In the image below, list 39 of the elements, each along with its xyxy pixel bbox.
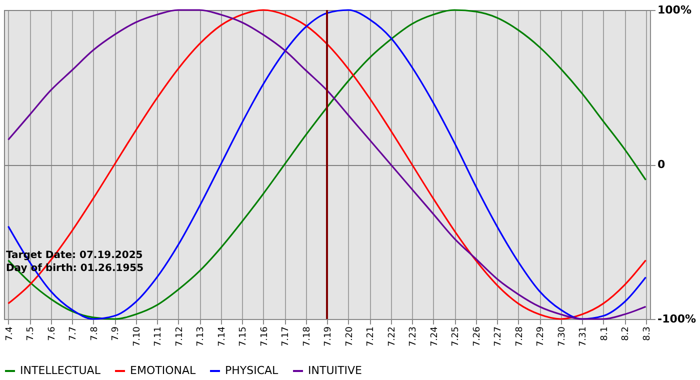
x-tick-label: 7.20	[344, 326, 355, 347]
x-tick-label: 7.18	[302, 326, 312, 347]
x-tick-label: 7.30	[557, 326, 568, 347]
x-tick-label: 7.7	[68, 326, 78, 341]
legend-label: EMOTIONAL	[130, 364, 196, 377]
y-tick-label: -100%	[658, 312, 696, 326]
x-tick-label: 8.2	[621, 326, 631, 341]
x-tick-label: 7.29	[536, 326, 546, 347]
x-tick-label: 8.3	[642, 326, 652, 341]
x-tick-label: 7.17	[281, 326, 291, 347]
legend-label: INTELLECTUAL	[20, 364, 102, 377]
x-tick-label: 7.6	[47, 326, 58, 341]
x-tick-label: 7.11	[154, 326, 164, 347]
legend-label: PHYSICAL	[225, 364, 280, 377]
legend-label: INTUITIVE	[308, 364, 362, 377]
x-tick-label: 7.15	[238, 326, 248, 347]
x-tick-label: 7.10	[132, 326, 142, 347]
x-tick-label: 7.23	[408, 326, 418, 347]
x-tick-label: 7.8	[90, 326, 100, 341]
x-tick-label: 7.13	[196, 326, 206, 347]
x-tick-label: 7.16	[260, 326, 270, 347]
line-series	[7, 9, 647, 320]
x-tick-label: 7.31	[578, 326, 588, 347]
x-tick-label: 7.14	[217, 326, 228, 347]
x-tick-label: 7.26	[472, 326, 482, 347]
x-tick-label: 7.5	[26, 326, 36, 341]
x-tick-label: 8.1	[600, 326, 610, 341]
y-tick-label: 100%	[658, 4, 692, 16]
x-tick-label: 7.28	[514, 326, 525, 347]
x-tick-label: 7.22	[387, 326, 398, 347]
x-tick-label: 7.4	[4, 326, 15, 341]
x-tick-label: 7.25	[451, 326, 461, 347]
x-tick-label: 7.24	[430, 326, 440, 347]
x-tick-label: 7.12	[174, 326, 185, 347]
x-tick-label: 7.19	[324, 326, 334, 347]
x-tick-label: 7.27	[494, 326, 504, 347]
x-tick-label: 7.21	[366, 326, 376, 347]
x-tick-label: 7.9	[111, 326, 121, 341]
y-tick-label: 0	[658, 158, 666, 171]
